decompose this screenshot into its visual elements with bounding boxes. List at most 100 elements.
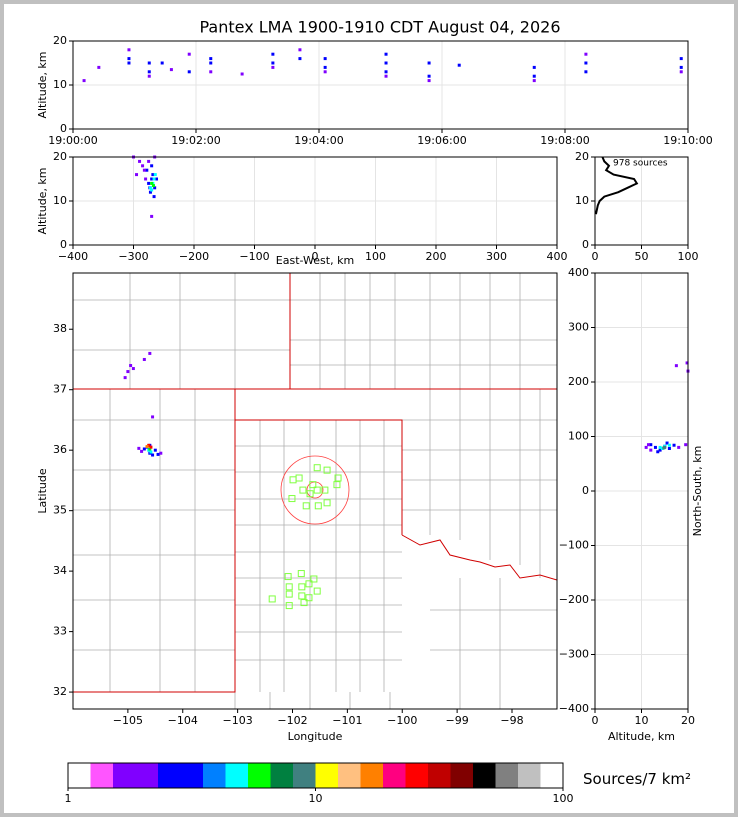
y-tick-label: 300	[568, 321, 589, 334]
x-tick-label: −99	[446, 714, 469, 727]
source-point	[148, 447, 152, 451]
x-tick-label: 0	[592, 714, 599, 727]
x-tick-label: −200	[179, 250, 209, 263]
colorbar-tick-label: 10	[309, 792, 323, 805]
x-tick-label: 100	[365, 250, 386, 263]
x-tick-label: −98	[500, 714, 523, 727]
source-point	[323, 65, 327, 69]
station	[305, 594, 313, 602]
source-point	[148, 351, 152, 355]
x-tick-label: 19:08:00	[540, 134, 589, 147]
source-point	[153, 186, 157, 190]
station	[333, 481, 341, 489]
source-point	[150, 181, 154, 185]
plot-frame	[72, 272, 558, 710]
source-point	[151, 453, 155, 457]
y-axis-label: Altitude, km	[36, 51, 49, 118]
y-tick-label: −300	[559, 648, 589, 661]
source-point	[141, 164, 145, 168]
x-tick-label: −300	[118, 250, 148, 263]
x-tick-label: 300	[486, 250, 507, 263]
x-tick-label: −101	[332, 714, 362, 727]
source-point	[123, 376, 127, 380]
x-axis-label: Altitude, km	[608, 730, 675, 743]
colorbar-segment	[68, 763, 91, 788]
source-point	[150, 177, 154, 181]
source-point	[169, 68, 173, 72]
source-point	[127, 57, 131, 61]
x-tick-label: 50	[635, 250, 649, 263]
source-point	[209, 70, 213, 74]
range-ring	[280, 455, 350, 525]
source-point	[160, 61, 164, 65]
colorbar-segment	[338, 763, 361, 788]
x-tick-label: 19:00:00	[48, 134, 97, 147]
source-point	[644, 445, 648, 449]
source-point	[127, 61, 131, 65]
colorbar-segment	[405, 763, 429, 788]
y-tick-label: 100	[568, 430, 589, 443]
source-point	[137, 446, 141, 450]
source-point	[427, 79, 431, 83]
y-tick-label: 33	[53, 625, 67, 638]
x-tick-label: 0	[312, 250, 319, 263]
y-tick-label: 400	[568, 266, 589, 279]
source-point	[151, 415, 155, 419]
source-point	[149, 450, 153, 454]
x-tick-label: −105	[113, 714, 143, 727]
station	[299, 486, 307, 494]
colorbar-segment	[495, 763, 519, 788]
x-tick-label: 400	[547, 250, 568, 263]
x-tick-label: 20	[681, 714, 695, 727]
source-point	[153, 173, 157, 177]
source-point	[209, 57, 213, 61]
station	[313, 587, 321, 595]
source-point	[271, 65, 275, 69]
source-point	[150, 188, 154, 192]
y-tick-label: 0	[60, 122, 67, 135]
source-point	[649, 448, 653, 452]
x-tick-label: 19:02:00	[171, 134, 220, 147]
x-tick-label: −400	[58, 250, 88, 263]
station	[285, 583, 293, 591]
source-point	[384, 74, 388, 78]
source-point	[384, 61, 388, 65]
colorbar-label: Sources/7 km²	[583, 770, 691, 788]
state-lines	[73, 273, 557, 693]
source-point	[126, 370, 130, 374]
colorbar-segment	[180, 763, 204, 788]
source-point	[584, 61, 588, 65]
x-tick-label: 100	[678, 250, 699, 263]
x-tick-label: 19:06:00	[417, 134, 466, 147]
y-tick-label: 37	[53, 383, 67, 396]
station	[334, 474, 342, 482]
source-point	[656, 450, 660, 454]
source-point	[145, 445, 149, 449]
source-point	[150, 214, 154, 218]
source-point	[667, 443, 671, 447]
source-point	[672, 443, 676, 447]
source-point	[150, 164, 154, 168]
source-point	[685, 361, 689, 365]
source-point	[145, 168, 149, 172]
station	[298, 592, 306, 600]
x-tick-label: 10	[635, 714, 649, 727]
colorbar-segment	[270, 763, 294, 788]
source-point	[646, 443, 650, 447]
y-tick-label: 0	[60, 238, 67, 251]
source-point	[653, 445, 657, 449]
figure-background	[4, 4, 734, 813]
source-point	[187, 52, 191, 56]
station	[300, 599, 308, 607]
station	[288, 495, 296, 503]
source-point	[142, 357, 146, 361]
x-tick-label: −104	[168, 714, 198, 727]
colorbar-segment	[383, 763, 406, 788]
y-axis-label: Latitude	[36, 468, 49, 514]
source-point	[147, 443, 151, 447]
source-point	[151, 173, 155, 177]
source-point	[658, 448, 662, 452]
x-tick-label: 19:04:00	[294, 134, 343, 147]
source-point	[147, 74, 151, 78]
